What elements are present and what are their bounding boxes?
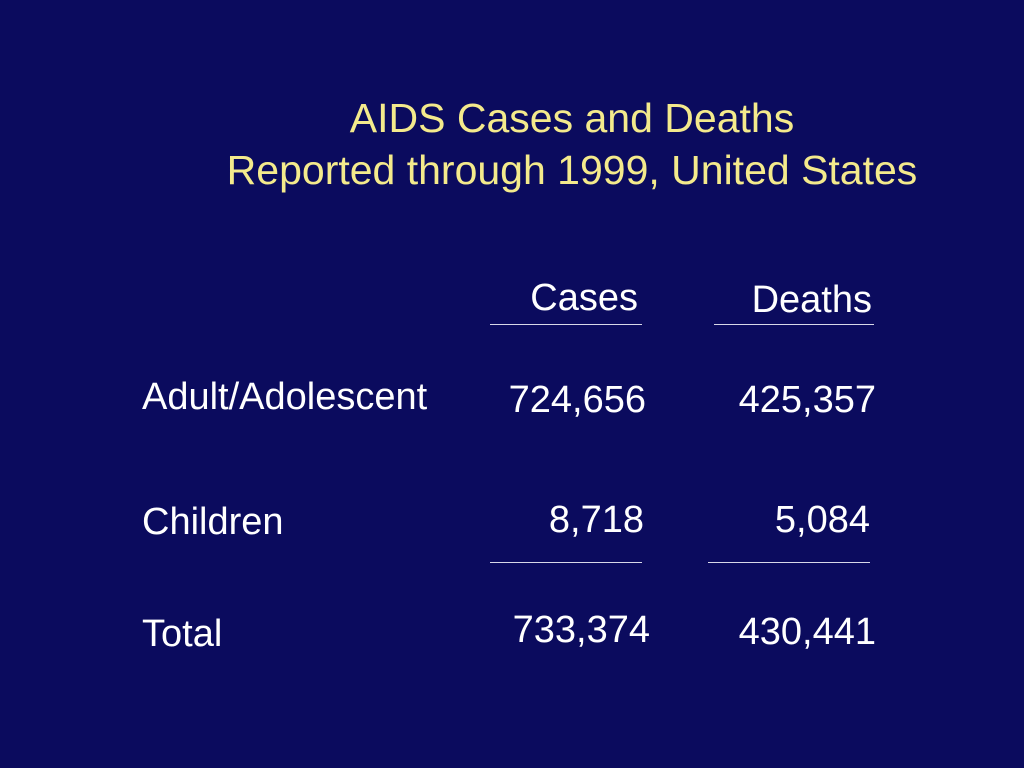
header-deaths: Deaths <box>751 279 872 321</box>
cell-adult-deaths: 425,357 <box>738 379 876 421</box>
header-deaths-rule <box>714 324 874 325</box>
sum-cases-rule <box>490 562 642 563</box>
row-label-adult: Adult/Adolescent <box>142 376 428 418</box>
row-label-total: Total <box>142 613 223 655</box>
cell-total-cases: 733,374 <box>512 609 650 651</box>
header-cases: Cases <box>530 277 638 319</box>
cell-adult-cases: 724,656 <box>508 379 646 421</box>
cell-children-deaths: 5,084 <box>774 499 870 541</box>
slide-title: AIDS Cases and Deaths <box>349 95 795 141</box>
sum-deaths-rule <box>708 562 870 563</box>
cell-children-cases: 8,718 <box>548 499 644 541</box>
slide-subtitle: Reported through 1999, United States <box>226 147 918 193</box>
header-cases-rule <box>490 324 642 325</box>
cell-total-deaths: 430,441 <box>738 611 876 653</box>
row-label-children: Children <box>142 501 284 543</box>
